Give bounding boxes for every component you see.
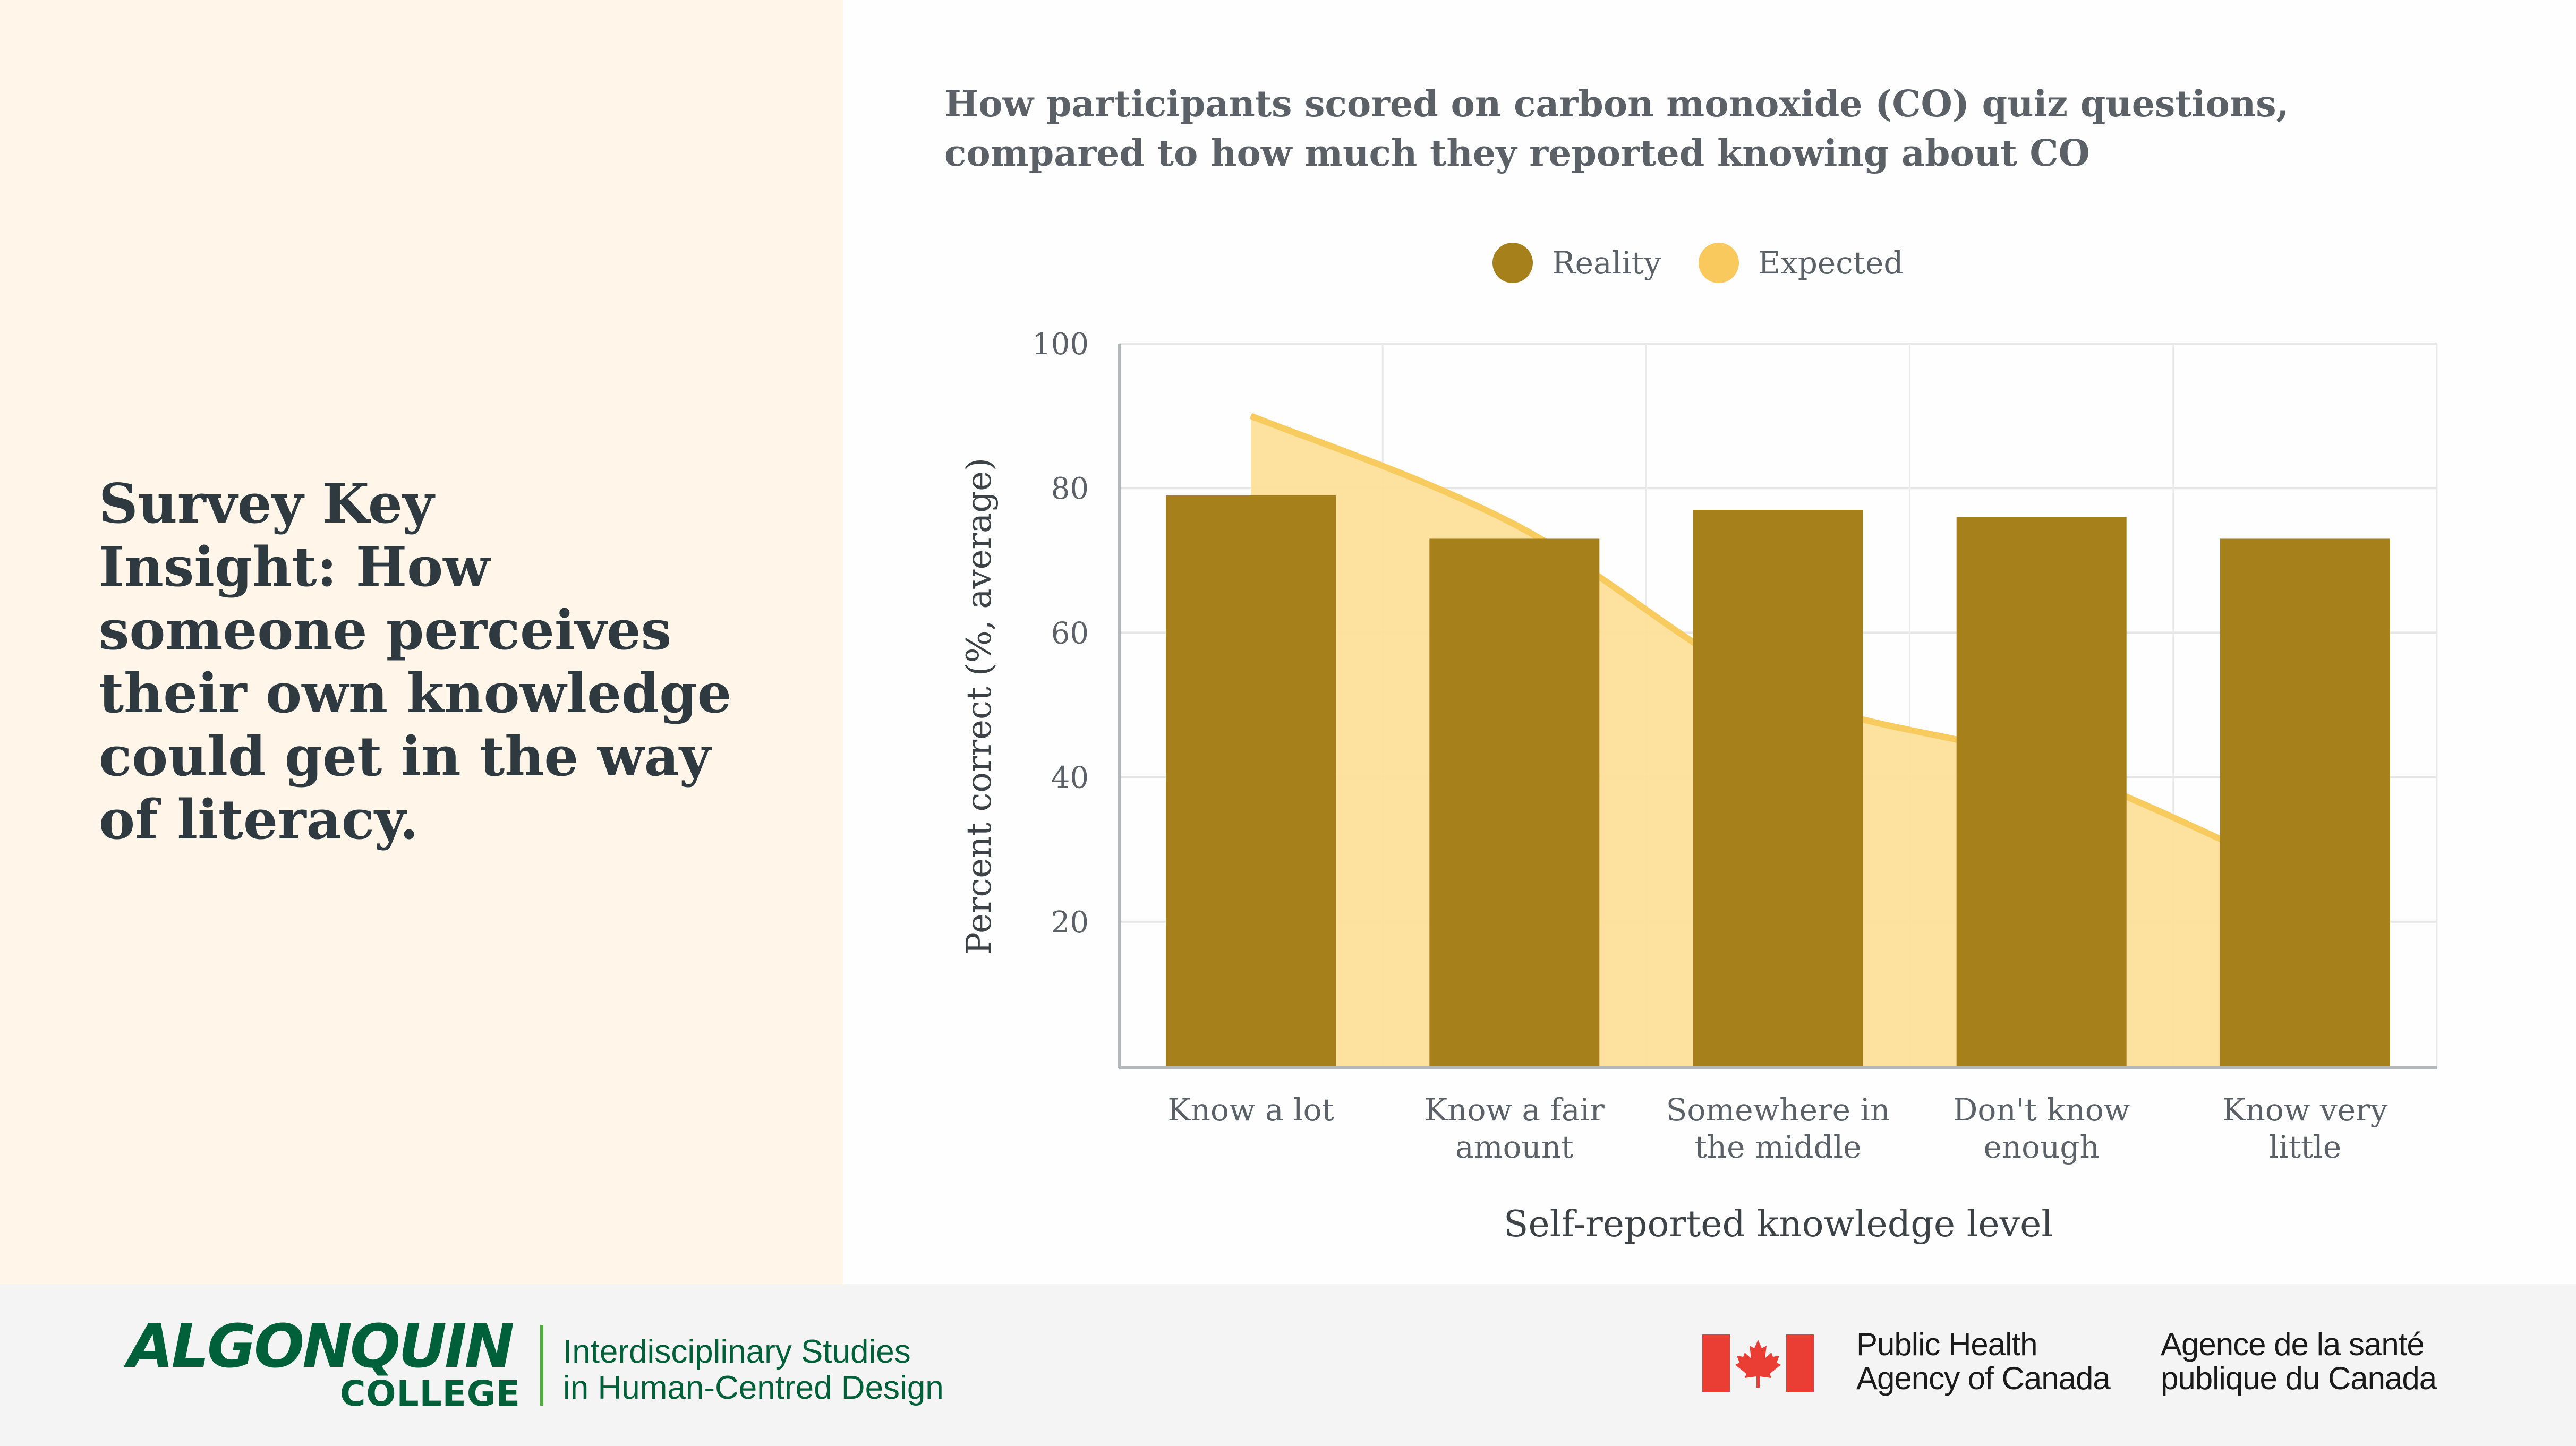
x-tick-label: Somewhere in the middle — [1666, 1092, 1890, 1165]
program-name: Interdisciplinary Studies in Human-Centr… — [563, 1334, 1041, 1406]
phac-en-line: Public Health — [1856, 1327, 2038, 1362]
x-tick-label-line: enough — [1983, 1129, 2099, 1165]
bar-chart: 100 80 60 40 20 Know a lot Know a fair amount S… — [960, 327, 2438, 1245]
reality-bar-series — [1166, 495, 2390, 1066]
insight-heading-line: could get in the way — [99, 725, 711, 789]
legend-item-reality[interactable]: Reality — [1492, 243, 1661, 283]
phac-fr-line: publique du Canada — [2161, 1361, 2437, 1396]
y-tick-label: 100 — [1032, 327, 1089, 362]
program-name-line: in Human-Centred Design — [563, 1370, 944, 1406]
reality-bar — [1166, 495, 1336, 1066]
x-tick-label: Know a lot — [1167, 1092, 1334, 1128]
x-tick-label-line: little — [2269, 1129, 2342, 1165]
axes — [1118, 344, 2437, 1069]
phac-name-english: Public Health Agency of Canada — [1856, 1328, 2154, 1396]
canada-flag-icon — [1702, 1334, 1814, 1392]
y-tick-label: 60 — [1051, 616, 1089, 651]
legend-swatch-reality-icon — [1492, 243, 1533, 283]
x-tick-label-line: amount — [1455, 1129, 1574, 1165]
reality-bar — [1956, 517, 2127, 1066]
reality-bar — [1429, 538, 1600, 1066]
insight-heading-line: of literacy. — [99, 788, 419, 852]
phac-fr-line: Agence de la santé — [2161, 1327, 2425, 1362]
y-tick-labels: 100 80 60 40 20 — [1032, 327, 1089, 940]
x-tick-label: Know very little — [2222, 1092, 2388, 1165]
x-tick-labels: Know a lot Know a fair amount Somewhere in t… — [1167, 1092, 2387, 1165]
algonquin-logo-wordmark: ALGONQUIN — [127, 1312, 514, 1381]
x-tick-label-line: the middle — [1694, 1129, 1861, 1165]
x-tick-label-line: Somewhere in — [1666, 1092, 1890, 1128]
legend-swatch-expected-icon — [1698, 243, 1739, 283]
phac-en-line: Agency of Canada — [1856, 1361, 2111, 1396]
x-axis-label: Self-reported knowledge level — [1504, 1203, 2053, 1245]
x-tick-label: Don't know enough — [1953, 1092, 2130, 1165]
x-tick-label-line: Know a lot — [1167, 1092, 1334, 1128]
algonquin-logo-college: COLLEGE — [340, 1373, 521, 1414]
reality-bar — [1693, 510, 1863, 1066]
y-tick-label: 80 — [1051, 472, 1089, 506]
chart-title: How participants scored on carbon monoxi… — [944, 80, 2378, 178]
reality-bar — [2220, 538, 2390, 1066]
x-tick-label-line: Know very — [2222, 1092, 2388, 1128]
phac-name-french: Agence de la santé publique du Canada — [2161, 1328, 2501, 1396]
insight-heading-line: someone perceives — [99, 598, 672, 662]
legend-label: Expected — [1758, 245, 1904, 281]
insight-heading-line: Insight: How — [99, 535, 490, 599]
legend-item-expected[interactable]: Expected — [1698, 243, 1904, 283]
insight-heading: Survey Key Insight: How someone perceive… — [99, 473, 763, 852]
insight-heading-line: Survey Key — [99, 472, 434, 536]
chart-legend: Reality Expected — [1492, 242, 1941, 284]
insight-heading-line: their own knowledge — [99, 662, 732, 725]
y-axis-label: Percent correct (%, average) — [960, 458, 999, 955]
program-name-line: Interdisciplinary Studies — [563, 1333, 911, 1370]
chart-title-line: How participants scored on carbon monoxi… — [944, 83, 2289, 125]
chart-title-line: compared to how much they reported knowi… — [944, 132, 2090, 175]
insight-panel: Survey Key Insight: How someone perceive… — [0, 0, 843, 1284]
x-tick-label-line: Know a fair — [1425, 1092, 1605, 1128]
legend-label: Reality — [1552, 245, 1661, 281]
x-tick-label: Know a fair amount — [1425, 1092, 1605, 1165]
y-tick-label: 20 — [1051, 905, 1089, 940]
x-tick-label-line: Don't know — [1953, 1092, 2130, 1128]
y-tick-label: 40 — [1051, 761, 1089, 795]
logo-divider — [540, 1325, 543, 1406]
footer — [0, 1284, 2576, 1446]
